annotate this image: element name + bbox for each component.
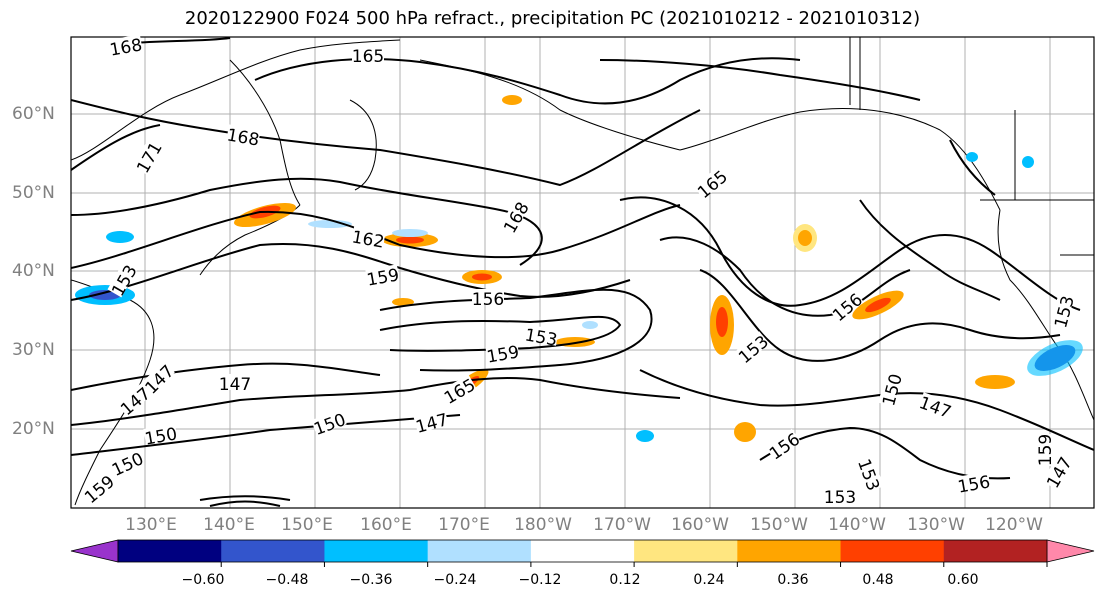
colorbar: [70, 539, 1095, 567]
colorbar-tick-label: 0.48: [862, 572, 894, 588]
lat-label-60n: 60°N: [12, 104, 55, 124]
contour-label-background: [108, 448, 145, 477]
colorbar-left-extension: [70, 539, 119, 563]
colorbar-segment: [634, 540, 738, 562]
contour-label-background: [485, 341, 520, 363]
contour-label: 153: [824, 488, 856, 508]
colorbar-segment: [943, 540, 1048, 562]
lon-label-170e: 170°E: [438, 515, 490, 535]
contour-label-background: [365, 264, 400, 286]
contour-label-background: [80, 471, 116, 505]
contour-label-group: 150: [143, 423, 179, 450]
contour-label-group: 159: [1035, 434, 1056, 466]
contour-label-background: [132, 138, 163, 175]
lon-label-130w: 130°W: [907, 515, 965, 535]
contour-label-background: [140, 360, 175, 395]
lon-label-160w: 160°W: [671, 515, 729, 535]
map-background: [71, 37, 1094, 508]
contour-label-background: [524, 324, 559, 346]
contour-label-background: [765, 428, 801, 461]
contour-label-background: [828, 289, 864, 323]
contour-label: 147: [219, 375, 251, 395]
contour-label-background: [693, 166, 729, 200]
colorbar-segment: [221, 540, 325, 562]
contour-label-background: [499, 198, 530, 235]
contour-label-background: [311, 409, 347, 436]
colorbar-segment: [427, 540, 532, 562]
contour-label-background: [918, 392, 954, 419]
contour-label-background: [108, 34, 143, 56]
lat-label-40n: 40°N: [12, 261, 55, 281]
colorbar-tick-label: 0.24: [693, 572, 725, 588]
colorbar-right-extension: [1046, 539, 1095, 563]
lon-label-130e: 130°E: [125, 515, 177, 535]
colorbar-segment: [737, 540, 842, 562]
lon-label-120w: 120°W: [985, 515, 1043, 535]
lon-label-170w: 170°W: [593, 515, 651, 535]
contour-label-background: [219, 374, 251, 390]
contour-label-background: [472, 289, 504, 305]
colorbar-segment: [324, 540, 429, 562]
lon-label-140e: 140°E: [203, 515, 255, 535]
contour-label-background: [226, 124, 261, 146]
contour-label-background: [116, 383, 152, 417]
lon-label-150e: 150°E: [281, 515, 333, 535]
contour-label: 159: [1036, 434, 1056, 466]
lon-label-150w: 150°W: [750, 515, 808, 535]
colorbar-tick-label: 0.60: [947, 572, 979, 588]
lon-label-140w: 140°W: [828, 515, 886, 535]
lat-label-30n: 30°N: [12, 340, 55, 360]
colorbar-segment: [530, 540, 635, 562]
colorbar-tick-label: −0.24: [433, 572, 477, 588]
lat-label-20n: 20°N: [12, 419, 55, 439]
contour-label: 156: [472, 290, 504, 310]
contour-label-background: [857, 456, 884, 492]
map-frame: [70, 36, 1095, 509]
colorbar-tick-label: −0.60: [181, 572, 225, 588]
colorbar-segment: [840, 540, 945, 562]
contour-label-group: 153: [523, 324, 559, 351]
contour-label-group: 162: [350, 226, 386, 253]
contour-lines: [71, 37, 1094, 507]
contour-label-group: 165: [352, 46, 384, 67]
lon-label-180w: 180°W: [514, 515, 572, 535]
colorbar-segment: [118, 540, 222, 562]
contour-label-background: [824, 487, 856, 503]
contour-label-background: [1035, 434, 1051, 466]
contour-label-group: 153: [824, 487, 856, 508]
colorbar-tick-label: −0.12: [518, 572, 562, 588]
contour-label-background: [440, 374, 477, 405]
contour-label-background: [1042, 453, 1073, 490]
contour-label-background: [107, 261, 138, 298]
precipitation-shading: [75, 95, 1083, 442]
colorbar-tick-label: 0.36: [777, 572, 809, 588]
contour-label-group: 147: [219, 374, 251, 395]
contour-label-background: [352, 46, 384, 62]
colorbar-tick-label: −0.48: [265, 572, 309, 588]
colorbar-frame: [117, 539, 1048, 563]
colorbar-tick-label: −0.36: [349, 572, 393, 588]
lon-label-160e: 160°E: [360, 515, 412, 535]
colorbar-tick-label: 0.12: [609, 572, 641, 588]
contour-label-background: [351, 226, 386, 248]
contour-label: 165: [352, 47, 384, 67]
map-title: 2020122900 F024 500 hPa refract., precip…: [184, 8, 921, 29]
contour-label-background: [956, 471, 991, 493]
graticule: [71, 37, 1094, 508]
contour-label-background: [734, 331, 770, 365]
lat-label-50n: 50°N: [12, 183, 55, 203]
contour-label-background: [143, 423, 178, 445]
contour-label-group: 156: [472, 289, 504, 310]
